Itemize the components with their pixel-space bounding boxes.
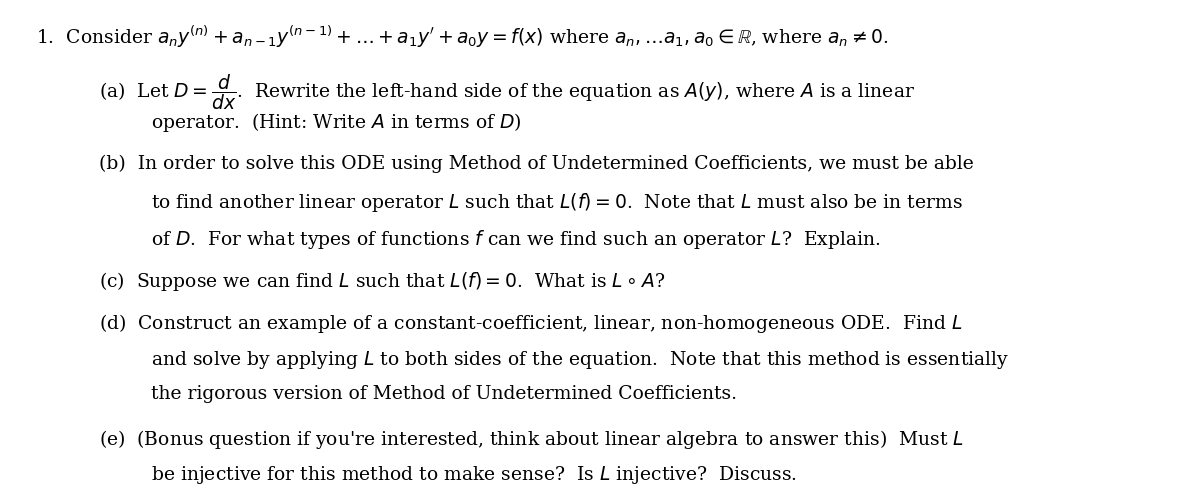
Text: 1.  Consider $a_n y^{(n)} + a_{n-1}y^{(n-1)} + \ldots + a_1 y^{\prime} + a_0 y =: 1. Consider $a_n y^{(n)} + a_{n-1}y^{(n-…	[36, 23, 888, 49]
Text: the rigorous version of Method of Undetermined Coefficients.: the rigorous version of Method of Undete…	[151, 386, 737, 403]
Text: (c)  Suppose we can find $L$ such that $L(f) = 0$.  What is $L \circ A$?: (c) Suppose we can find $L$ such that $L…	[98, 270, 665, 293]
Text: of $D$.  For what types of functions $f$ can we find such an operator $L$?  Expl: of $D$. For what types of functions $f$ …	[151, 228, 881, 251]
Text: be injective for this method to make sense?  Is $L$ injective?  Discuss.: be injective for this method to make sen…	[151, 464, 797, 486]
Text: (d)  Construct an example of a constant-coefficient, linear, non-homogeneous ODE: (d) Construct an example of a constant-c…	[98, 312, 962, 335]
Text: to find another linear operator $L$ such that $L(f) = 0$.  Note that $L$ must al: to find another linear operator $L$ such…	[151, 191, 962, 214]
Text: (a)  Let $D = \dfrac{d}{dx}$.  Rewrite the left-hand side of the equation as $A(: (a) Let $D = \dfrac{d}{dx}$. Rewrite the…	[98, 72, 916, 112]
Text: (e)  (Bonus question if you're interested, think about linear algebra to answer : (e) (Bonus question if you're interested…	[98, 428, 964, 451]
Text: (b)  In order to solve this ODE using Method of Undetermined Coefficients, we mu: (b) In order to solve this ODE using Met…	[98, 155, 973, 173]
Text: and solve by applying $L$ to both sides of the equation.  Note that this method : and solve by applying $L$ to both sides …	[151, 349, 1009, 371]
Text: operator.  (Hint: Write $A$ in terms of $D$): operator. (Hint: Write $A$ in terms of $…	[151, 111, 522, 134]
